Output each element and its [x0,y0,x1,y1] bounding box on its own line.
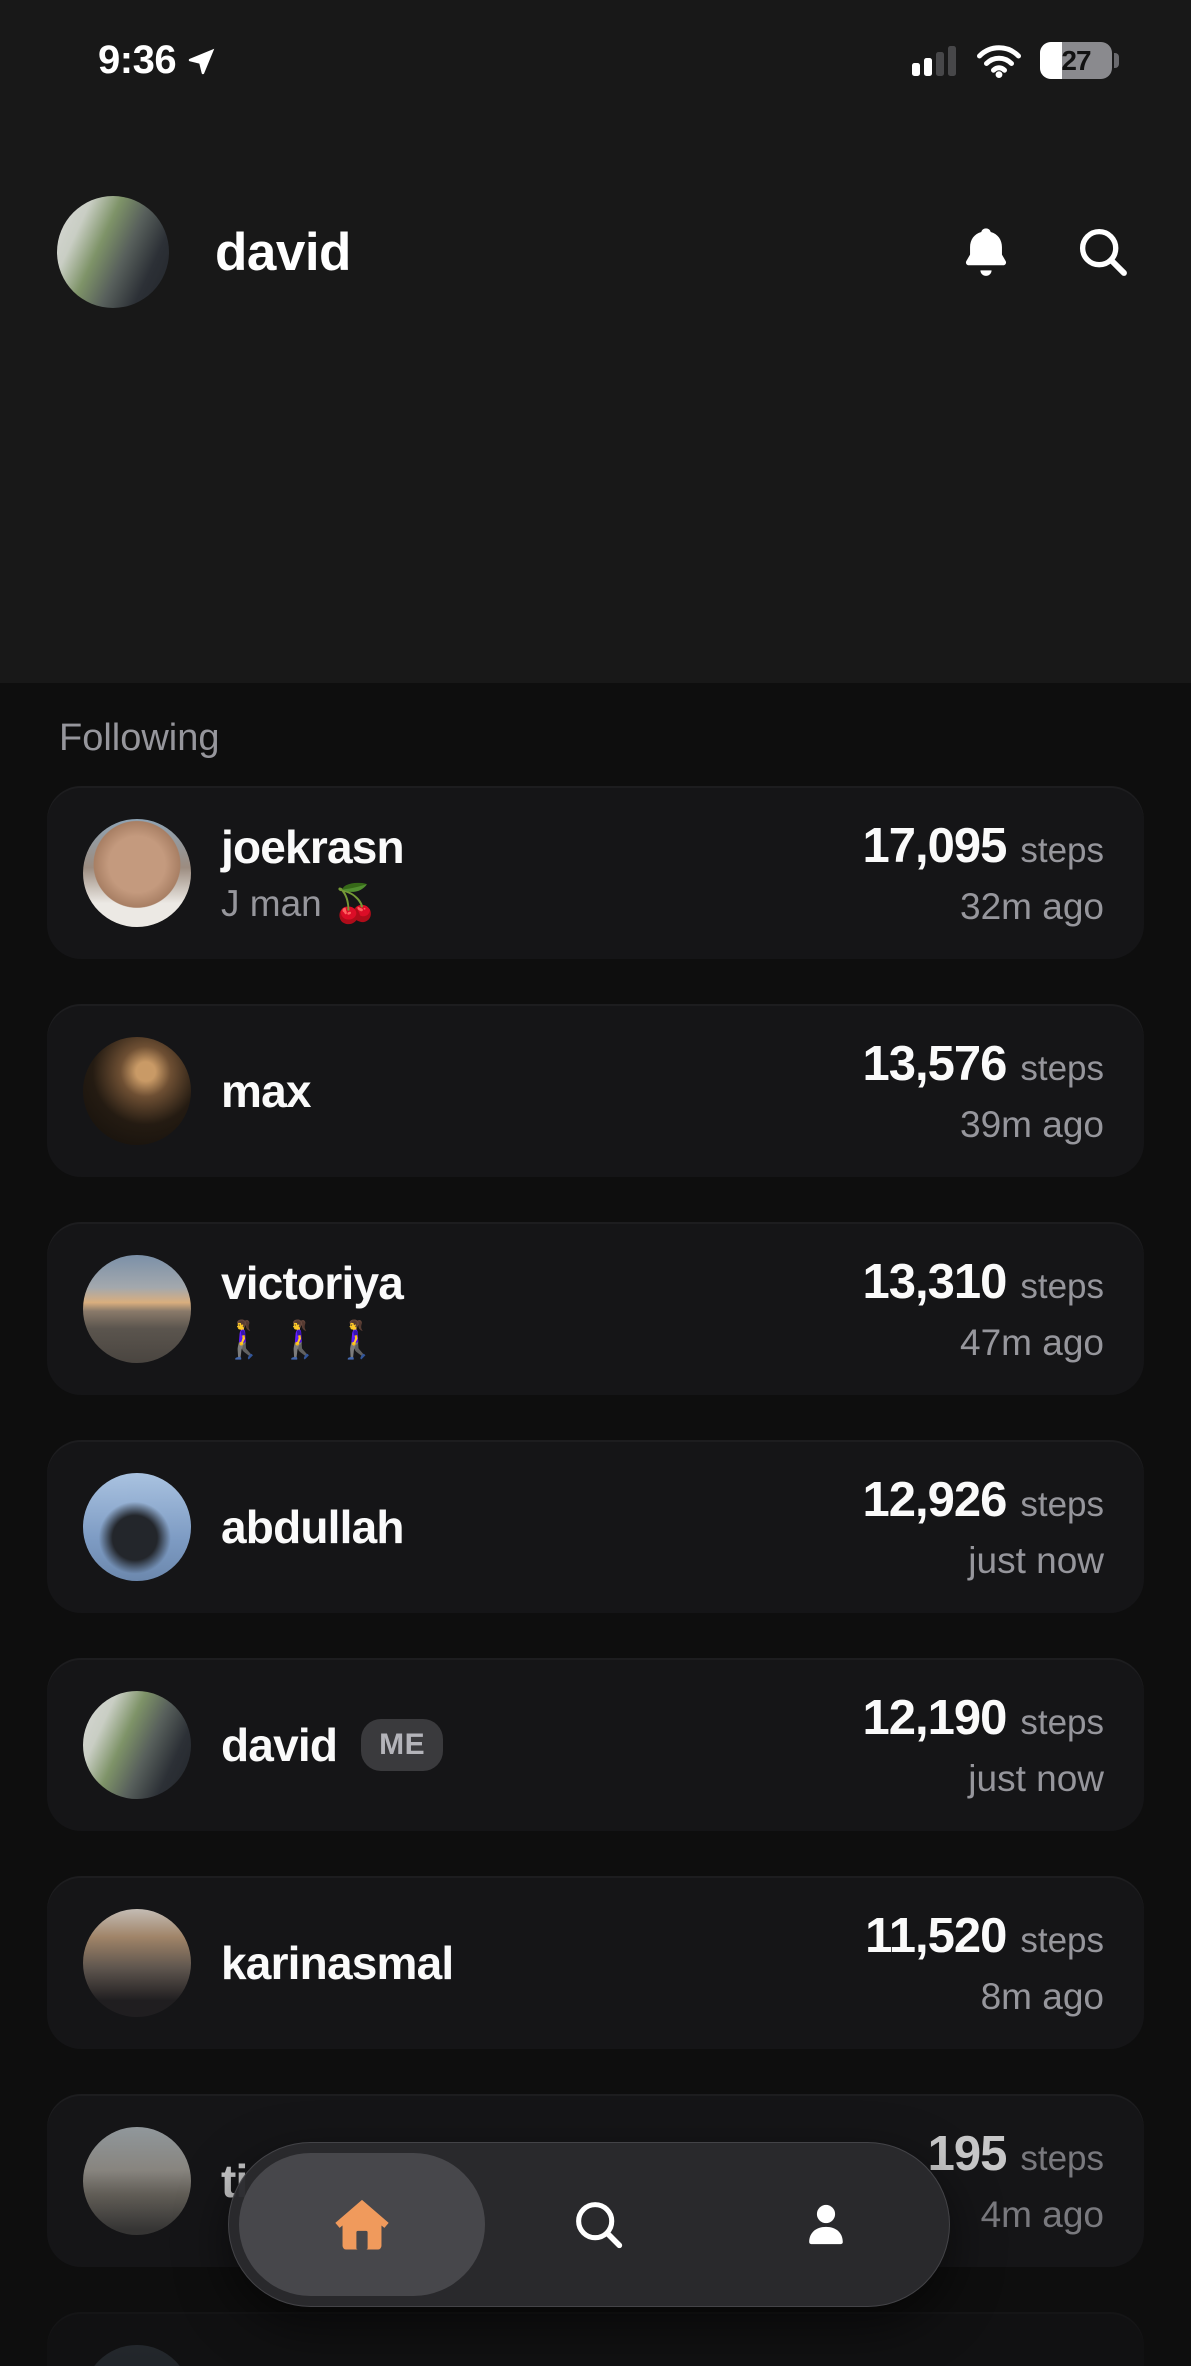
user-card[interactable]: joekrasn J man 🍒 17,095 steps 32m ago [47,786,1144,959]
user-avatar [83,2344,191,2366]
steps-unit-label: steps [1020,1702,1104,1742]
user-status: J man 🍒 [221,882,379,924]
user-info: victoriya 🚶‍♀️ 🚶‍♀️ 🚶‍♀️ [221,1256,404,1362]
wifi-icon [977,44,1021,78]
step-count: 13,576 [862,1036,1007,1091]
section-heading: Following [59,717,220,759]
person-icon [809,2204,843,2244]
user-name: victoriya [221,1256,404,1309]
steps-unit-label: steps [1020,1484,1104,1524]
battery-percent: 27 [1061,44,1091,76]
bell-icon [965,228,1007,276]
last-updated: 4m ago [980,2193,1104,2235]
search-icon [1079,228,1127,276]
status-bar-left: 9:36 [98,38,218,83]
last-updated: just now [968,1539,1104,1581]
step-count: 195 [927,2126,1008,2181]
user-card[interactable]: karinasmal 11,520 steps 8m ago [47,1876,1144,2049]
following-list: joekrasn J man 🍒 17,095 steps 32m ago ma… [47,786,1144,2366]
step-count: 17,095 [862,818,1007,873]
user-avatar [83,818,191,927]
notifications-button[interactable] [957,223,1015,281]
steps-unit-label: steps [1020,1048,1104,1088]
steps-unit-label: steps [1020,2138,1104,2178]
user-avatar [83,1472,191,1581]
user-avatar [83,1908,191,2017]
home-icon [335,2199,389,2250]
clock: 9:36 [98,38,177,82]
last-updated: 8m ago [980,1975,1104,2017]
steps-unit-label: steps [1020,1266,1104,1306]
user-avatar [83,1254,191,1363]
user-stats: 195 steps 4m ago [928,2126,1104,2236]
last-updated: 47m ago [960,1321,1104,1363]
page-title: david [215,222,351,282]
user-card[interactable]: david ME 12,190 steps just now [47,1658,1144,1831]
user-avatar [83,2126,191,2235]
steps-unit-label: steps [1020,830,1104,870]
me-badge: ME [361,1718,444,1771]
tab-profile[interactable] [713,2153,939,2296]
header: david [57,196,1131,308]
user-stats: 11,520 steps 8m ago [865,1908,1104,2018]
user-avatar [83,1036,191,1145]
last-updated: 32m ago [960,885,1104,927]
user-name: abdullah [221,1500,405,1553]
top-section: 9:36 27 [0,0,1191,683]
user-card[interactable]: abdullah 12,926 steps just now [47,1440,1144,1613]
user-name: karinasmal [221,1936,454,1989]
user-info: david ME [221,1718,444,1772]
user-name: david [221,1718,338,1771]
user-stats: 12,190 steps just now [862,1690,1104,1800]
last-updated: just now [968,1757,1104,1799]
location-arrow-icon [188,48,215,74]
header-search-button[interactable] [1075,224,1131,280]
steps-unit-label: steps [1020,1920,1104,1960]
user-status: 🚶‍♀️ 🚶‍♀️ 🚶‍♀️ [221,1318,380,1360]
user-name: joekrasn [221,820,405,873]
cellular-signal-icon [912,45,956,76]
user-info: karinasmal [221,1936,454,1990]
step-count: 12,926 [862,1472,1007,1527]
status-bar-right: 27 [912,42,1119,79]
tab-bar [228,2142,950,2307]
battery-indicator: 27 [1040,42,1119,79]
battery-nub [1114,53,1119,68]
user-stats: 13,310 steps 47m ago [862,1254,1104,1364]
step-count: 11,520 [865,1908,1007,1963]
user-info: max [221,1064,311,1118]
step-count: 13,310 [862,1254,1007,1309]
step-count: 12,190 [862,1690,1007,1745]
tab-search[interactable] [486,2153,712,2296]
user-card[interactable]: victoriya 🚶‍♀️ 🚶‍♀️ 🚶‍♀️ 13,310 steps 47… [47,1222,1144,1395]
following-section: Following joekrasn J man 🍒 17,095 steps … [0,683,1191,2366]
user-avatar [83,1690,191,1799]
battery-fill [1040,42,1062,79]
tab-home[interactable] [239,2153,485,2296]
user-info: joekrasn J man 🍒 [221,820,405,926]
last-updated: 39m ago [960,1103,1104,1145]
user-info: abdullah [221,1500,405,1554]
profile-avatar[interactable] [57,196,169,308]
user-stats: 17,095 steps 32m ago [862,818,1104,928]
user-card[interactable]: max 13,576 steps 39m ago [47,1004,1144,1177]
user-stats: 12,926 steps just now [862,1472,1104,1582]
user-name: max [221,1064,311,1117]
user-card [47,2312,1144,2366]
tab-search-icon [576,2201,623,2248]
user-stats: 13,576 steps 39m ago [862,1036,1104,1146]
